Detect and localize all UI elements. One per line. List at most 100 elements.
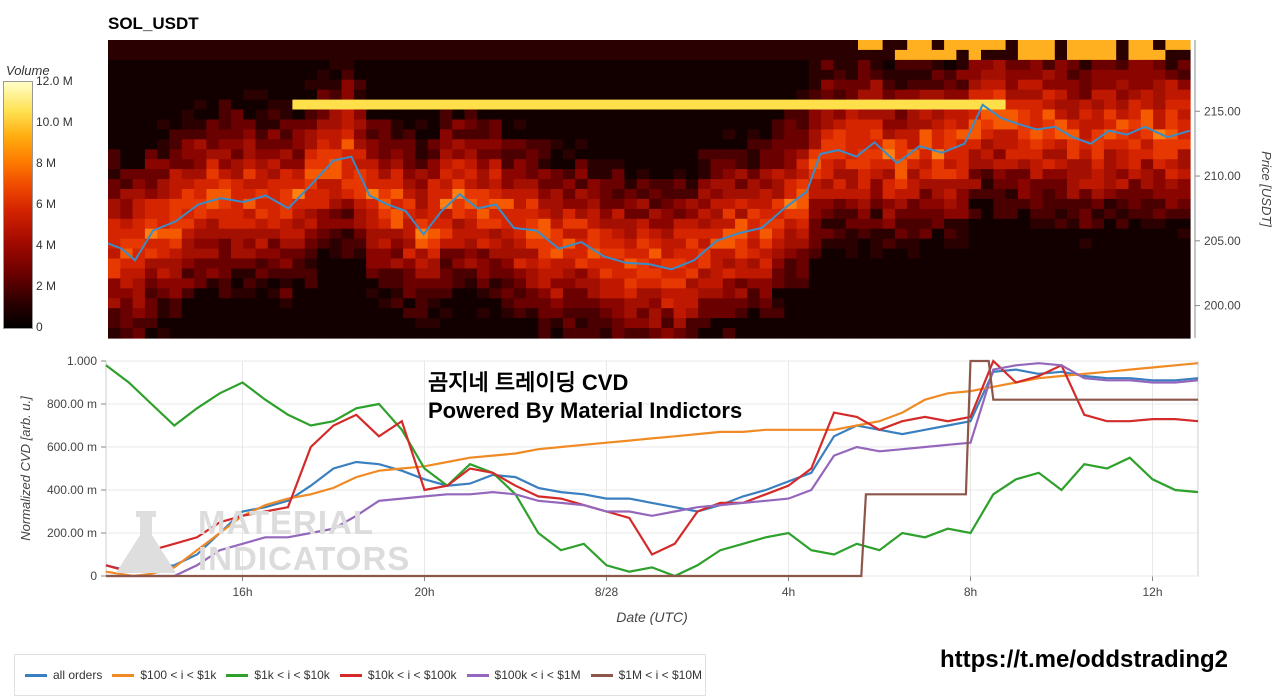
heatmap-cell <box>599 169 613 180</box>
legend-item[interactable]: $1M < i < $10M <box>590 668 702 682</box>
heatmap-cell <box>304 40 318 51</box>
heatmap-cell <box>218 298 232 309</box>
heatmap-cell <box>403 149 416 160</box>
heatmap-cell <box>132 109 146 120</box>
heatmap-cell <box>796 208 810 220</box>
heatmap-cell <box>120 308 134 319</box>
heatmap-cell <box>353 189 367 200</box>
heatmap-cell <box>772 99 785 111</box>
heatmap-cell <box>526 79 539 91</box>
heatmap-cell <box>489 228 503 240</box>
heatmap-cell <box>1128 40 1142 51</box>
heatmap-cell <box>132 328 146 339</box>
heatmap-cell <box>440 218 453 230</box>
heatmap-cell <box>870 40 884 51</box>
heatmap-cell <box>415 268 429 279</box>
heatmap-cell <box>181 308 195 319</box>
heatmap-cell <box>685 129 699 140</box>
heatmap-cell <box>108 139 121 150</box>
heatmap-cell <box>501 79 515 91</box>
heatmap-cell <box>1030 308 1044 319</box>
heatmap-cell <box>194 288 207 299</box>
heatmap-cell <box>821 169 834 180</box>
heatmap-cell <box>649 99 662 111</box>
heatmap-cell <box>612 99 625 111</box>
heatmap-cell <box>1054 238 1068 250</box>
heatmap-cell <box>403 228 416 240</box>
heatmap-cell <box>981 328 994 339</box>
heatmap-cell <box>218 208 232 220</box>
heatmap-cell <box>587 49 601 61</box>
legend-item[interactable]: all orders <box>25 668 102 682</box>
heatmap-cell <box>1042 179 1056 190</box>
heatmap-cell <box>464 89 478 101</box>
heatmap-cell <box>378 258 392 269</box>
heatmap-cell <box>1116 89 1130 101</box>
heatmap-cell <box>1165 318 1179 329</box>
heatmap-cell <box>587 198 601 210</box>
heatmap-cell <box>796 248 810 260</box>
heatmap-cell <box>120 278 134 289</box>
heatmap-cell <box>390 79 404 91</box>
heatmap-cell <box>403 248 416 260</box>
heatmap-cell <box>501 139 515 150</box>
heatmap-cell <box>882 258 896 269</box>
heatmap-cell <box>1140 69 1154 81</box>
heatmap-cell <box>489 278 503 289</box>
cvd-y-tick-label: 0 <box>90 569 97 583</box>
heatmap-cell <box>132 99 146 111</box>
heatmap-cell <box>280 129 293 140</box>
heatmap-cell <box>489 328 503 339</box>
heatmap-cell <box>194 89 207 101</box>
heatmap-cell <box>636 298 650 309</box>
heatmap-cell <box>329 278 343 289</box>
heatmap-cell <box>440 119 453 130</box>
heatmap-cell <box>1079 159 1093 170</box>
heatmap-cell <box>772 159 785 170</box>
heatmap-cell <box>317 119 330 130</box>
heatmap-cell <box>194 139 207 150</box>
heatmap-cell <box>587 218 601 230</box>
heatmap-cell <box>427 288 441 299</box>
legend-item[interactable]: $1k < i < $10k <box>226 668 330 682</box>
heatmap-cell <box>292 198 306 210</box>
heatmap-cell <box>304 318 318 329</box>
heatmap-cell <box>747 139 761 150</box>
heatmap-cell <box>353 49 367 61</box>
heatmap-cell <box>1128 129 1142 140</box>
heatmap-cell <box>808 298 822 309</box>
heatmap-cell <box>894 40 908 51</box>
heatmap-cell <box>181 79 195 91</box>
heatmap-cell <box>317 149 330 160</box>
heatmap-cell <box>710 208 724 220</box>
heatmap-cell <box>427 238 441 250</box>
heatmap-cell <box>784 328 798 339</box>
heatmap-cell <box>1030 79 1044 91</box>
heatmap-cell <box>108 298 121 309</box>
heatmap-cell <box>575 129 589 140</box>
heatmap-cell <box>255 189 269 200</box>
heatmap-cell <box>858 69 871 81</box>
heatmap-cell <box>833 278 847 289</box>
legend-swatch <box>226 673 249 677</box>
heatmap-cell <box>267 238 281 250</box>
heatmap-cell <box>1116 268 1130 279</box>
heatmap-cell <box>772 328 785 339</box>
heatmap-cell <box>181 89 195 101</box>
heatmap-cell <box>304 189 318 200</box>
heatmap-cell <box>218 159 232 170</box>
heatmap-cell <box>747 69 761 81</box>
heatmap-cell <box>624 318 638 329</box>
heatmap-cell <box>981 99 994 111</box>
heatmap-cell <box>550 298 564 309</box>
heatmap-cell <box>157 169 171 180</box>
legend-item[interactable]: $100k < i < $1M <box>466 668 581 682</box>
legend-item[interactable]: $100 < i < $1k <box>112 668 216 682</box>
heatmap-cell <box>415 139 429 150</box>
heatmap-cell <box>587 208 601 220</box>
heatmap-cell <box>341 79 355 91</box>
legend-item[interactable]: $10k < i < $100k <box>339 668 457 682</box>
heatmap-cell <box>144 308 158 319</box>
